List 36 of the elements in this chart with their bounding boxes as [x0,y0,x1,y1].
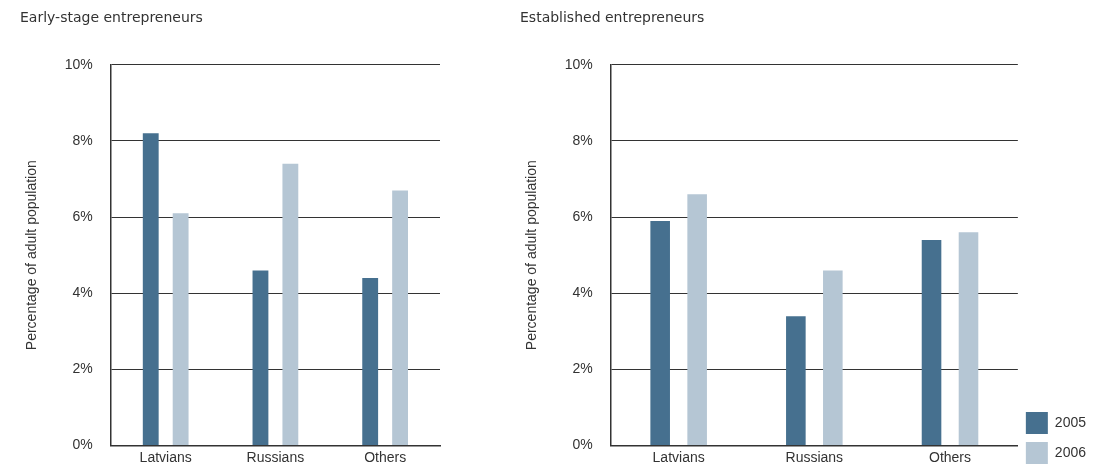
bar [392,190,409,446]
legend-label: 2005 [1054,413,1087,430]
y-tick-label: 2% [572,360,593,377]
legend-label: 2006 [1054,443,1087,460]
y-tick-label: 8% [72,131,93,148]
bar [142,133,159,446]
y-tick-label: 6% [572,207,593,224]
bar [252,270,269,446]
bar [687,194,707,446]
y-tick-label: 2% [72,360,93,377]
x-tick-label: Russians [785,448,844,465]
bar [786,316,806,446]
x-tick-label: Latvians [139,448,192,465]
bar [650,220,670,446]
bar [921,239,942,446]
y-axis-title: Percentage of adult population [523,160,540,351]
y-tick-label: 6% [72,207,93,224]
y-tick-label: 10% [564,55,593,72]
y-tick-label: 4% [572,284,593,301]
y-tick-label: 10% [64,55,93,72]
x-tick-label: Others [364,448,407,465]
bar [823,270,843,446]
x-tick-label: Russians [246,448,305,465]
y-tick-label: 4% [72,284,93,301]
x-tick-label: Latvians [652,448,705,465]
y-axis-title: Percentage of adult population [23,160,40,351]
chart-title: Established entrepreneurs [520,9,705,26]
y-tick-label: 0% [72,436,93,453]
bar [172,213,189,446]
y-tick-label: 8% [572,131,593,148]
bar [362,278,379,446]
y-tick-label: 0% [572,436,593,453]
x-tick-label: Others [929,448,972,465]
chart-title: Early-stage entrepreneurs [20,9,203,26]
bar [282,163,299,446]
bar [958,232,979,446]
